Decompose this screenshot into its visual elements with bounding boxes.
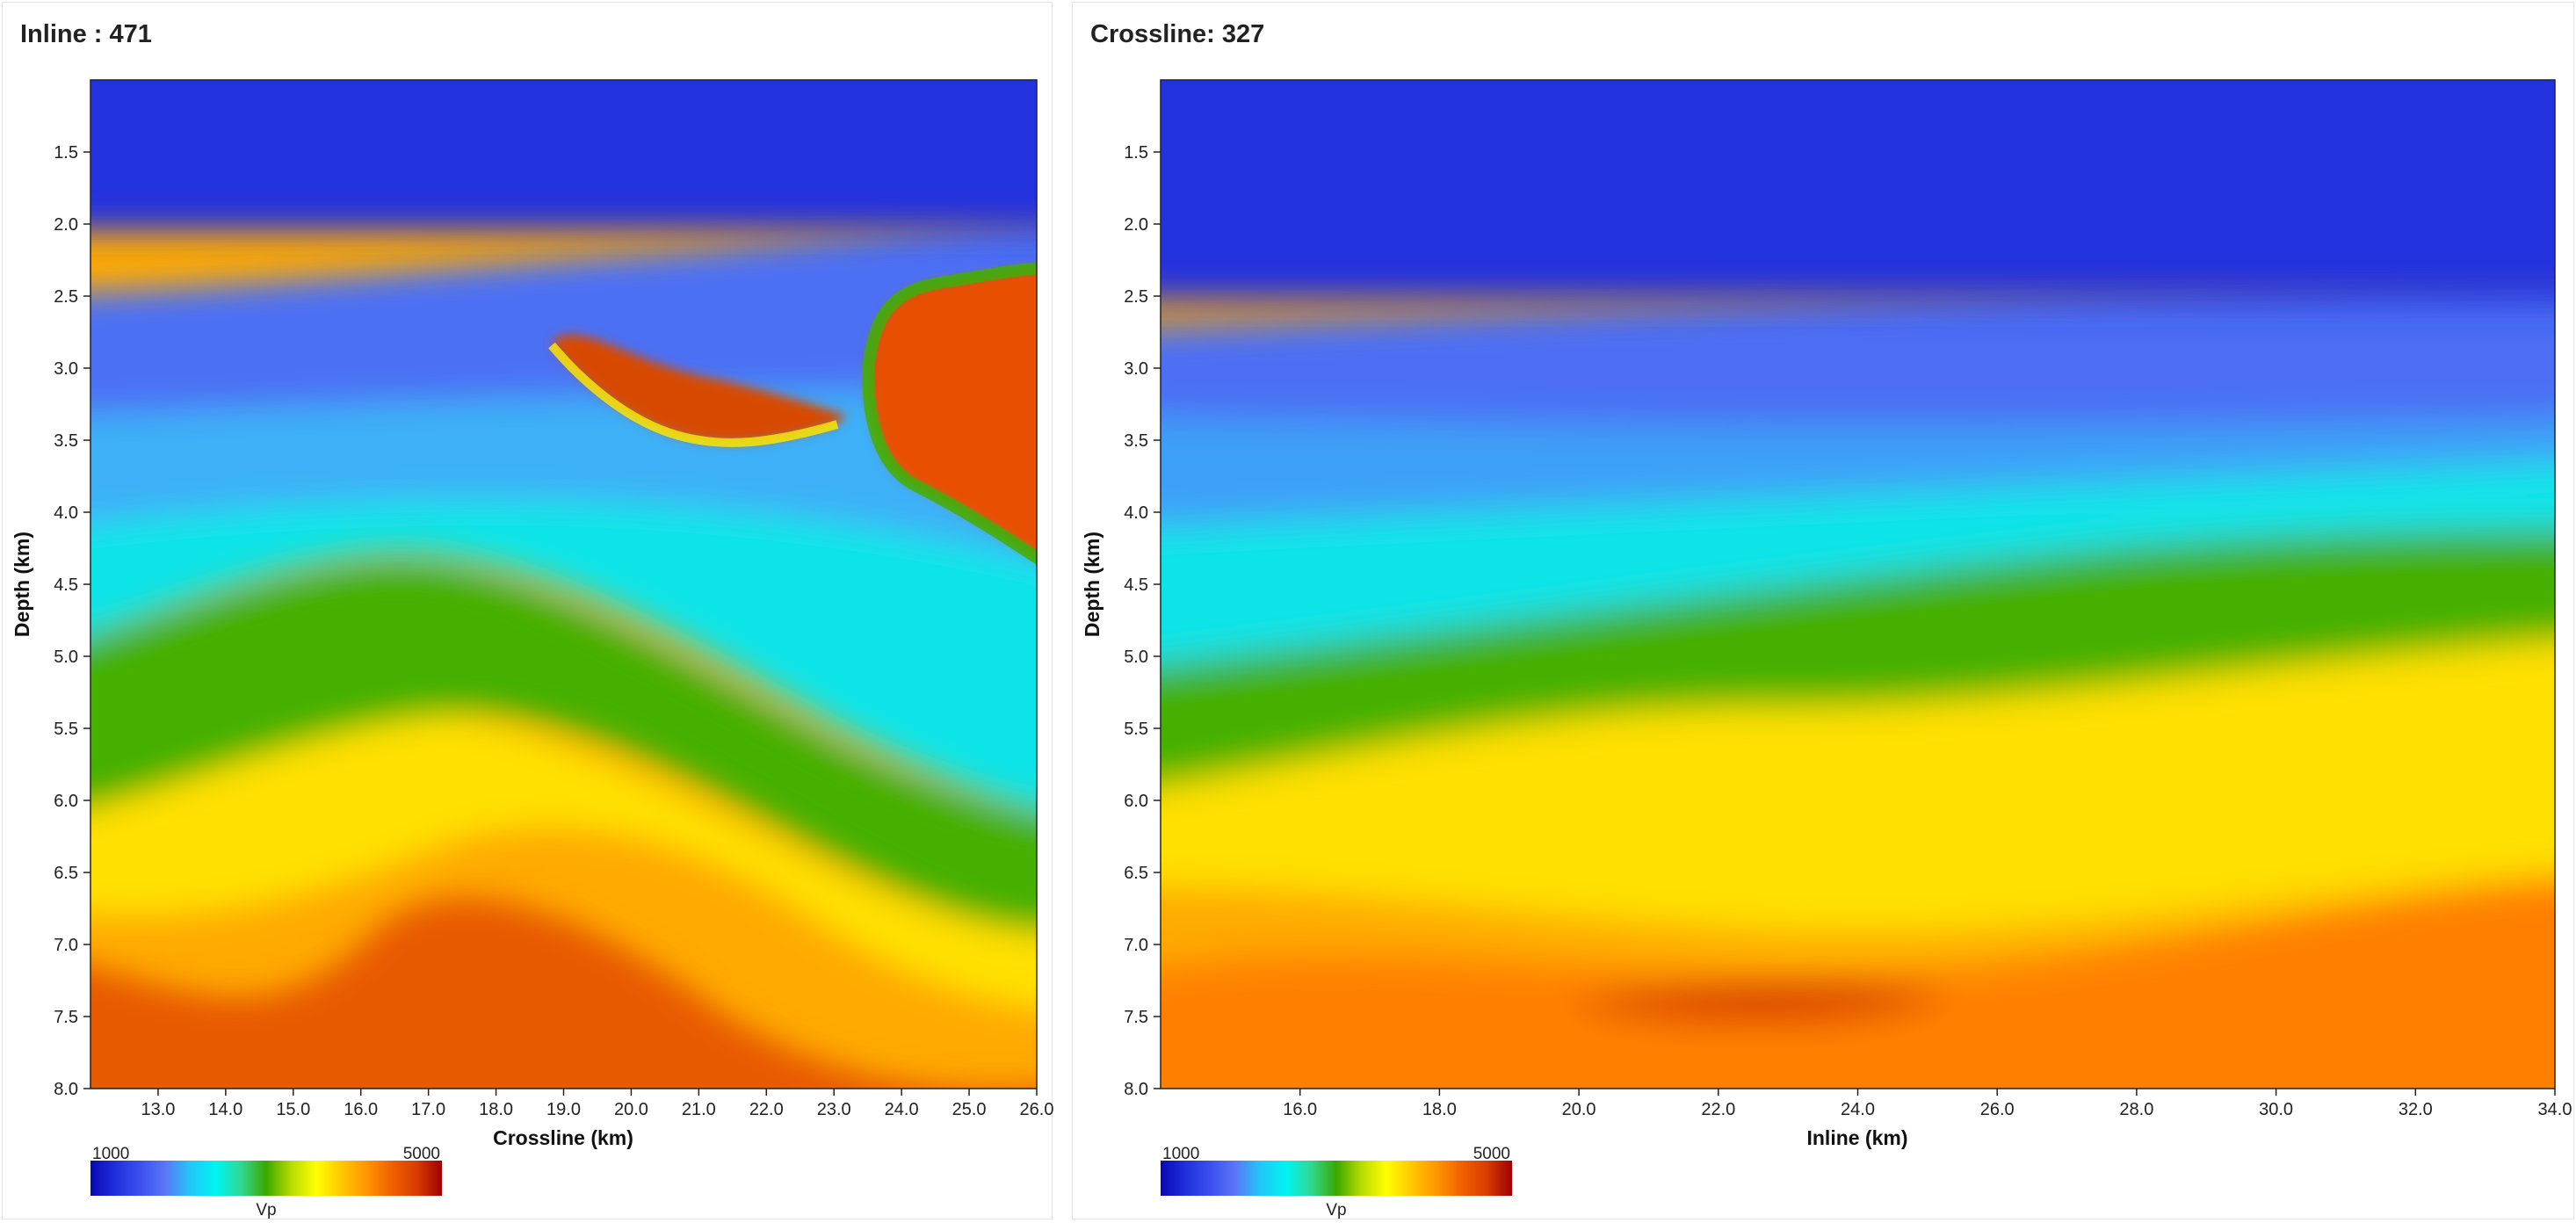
- x-tick-label: 22.0: [749, 1100, 784, 1119]
- colorbar-min-label: 1000: [1162, 1145, 1199, 1163]
- x-tick-label: 32.0: [2399, 1100, 2433, 1119]
- y-tick-label: 3.0: [1124, 359, 1148, 379]
- y-tick-label: 7.0: [54, 936, 78, 955]
- x-tick-label: 24.0: [885, 1100, 919, 1119]
- velocity-field: [1161, 80, 2555, 1089]
- y-tick-label: 3.0: [54, 359, 78, 379]
- crossline-axes: 1.5 2.0 2.5 3.0 3.5 4.0 4.5 5.0 5.5 6.0 6.5 7.0 7.5 8…: [1124, 143, 2572, 1119]
- crossline-chart[interactable]: 1.5 2.0 2.5 3.0 3.5 4.0 4.5 5.0 5.5 6.0 6.5 7.0 7.5 8…: [1073, 3, 2575, 1220]
- inline-chart[interactable]: 1.5 2.0 2.5 3.0 3.5 4.0 4.5 5.0 5.5 6.0 6.5 7.0 7.5 8…: [3, 3, 1053, 1220]
- x-tick-label: 30.0: [2259, 1100, 2293, 1119]
- x-tick-label: 19.0: [546, 1100, 581, 1119]
- y-axis-title: Depth (km): [1081, 532, 1103, 637]
- x-axis-title: Crossline (km): [493, 1126, 633, 1149]
- panel-title: Inline : 471: [20, 20, 152, 48]
- y-tick-label: 7.5: [1124, 1008, 1148, 1027]
- x-tick-label: 25.0: [952, 1100, 987, 1119]
- y-tick-label: 7.5: [54, 1008, 78, 1027]
- y-tick-label: 4.5: [1124, 575, 1148, 595]
- x-tick-label: 24.0: [1841, 1100, 1875, 1119]
- y-tick-label: 1.5: [54, 143, 78, 163]
- y-tick-label: 2.0: [1124, 215, 1148, 235]
- y-tick-label: 3.5: [1124, 431, 1148, 451]
- x-tick-label: 20.0: [1562, 1100, 1596, 1119]
- colorbar-min-label: 1000: [92, 1145, 129, 1163]
- x-tick-label: 13.0: [141, 1100, 175, 1119]
- colorbar: 1000 5000 Vp: [1161, 1145, 1512, 1219]
- y-tick-label: 7.0: [1124, 936, 1148, 955]
- inline-panel: Inline : 471: [2, 2, 1053, 1219]
- x-tick-label: 34.0: [2538, 1100, 2572, 1119]
- x-tick-label: 28.0: [2119, 1100, 2153, 1119]
- y-tick-label: 6.5: [54, 864, 78, 883]
- x-tick-label: 18.0: [1422, 1100, 1457, 1119]
- x-tick-label: 22.0: [1701, 1100, 1735, 1119]
- y-tick-label: 8.0: [1124, 1080, 1148, 1099]
- x-tick-label: 17.0: [411, 1100, 445, 1119]
- inline-axes: 1.5 2.0 2.5 3.0 3.5 4.0 4.5 5.0 5.5 6.0 6.5 7.0 7.5 8…: [54, 143, 1053, 1119]
- colorbar-title: Vp: [1326, 1201, 1346, 1219]
- y-tick-label: 1.5: [1124, 143, 1148, 163]
- x-tick-label: 15.0: [276, 1100, 310, 1119]
- y-tick-label: 5.0: [1124, 648, 1148, 667]
- y-axis-title: Depth (km): [11, 532, 33, 637]
- crossline-panel: Crossline: 327 1.5 2.0 2.5 3.0 3.5 4.0 4.5 5.0 5…: [1072, 2, 2574, 1219]
- x-tick-label: 18.0: [479, 1100, 513, 1119]
- y-tick-label: 4.0: [54, 503, 78, 523]
- panel-title: Crossline: 327: [1090, 20, 1265, 48]
- y-tick-label: 4.0: [1124, 503, 1148, 523]
- y-tick-label: 6.5: [1124, 864, 1148, 883]
- y-tick-label: 5.5: [1124, 720, 1148, 739]
- colorbar: 1000 5000 Vp: [90, 1145, 442, 1219]
- colorbar-title: Vp: [256, 1201, 276, 1219]
- y-tick-label: 6.0: [54, 792, 78, 811]
- x-tick-label: 23.0: [817, 1100, 851, 1119]
- x-tick-label: 21.0: [682, 1100, 716, 1119]
- y-tick-label: 8.0: [54, 1080, 78, 1099]
- x-axis-title: Inline (km): [1806, 1126, 1907, 1149]
- colorbar-max-label: 5000: [1473, 1145, 1510, 1163]
- y-tick-label: 3.5: [54, 431, 78, 451]
- x-tick-label: 20.0: [614, 1100, 648, 1119]
- colorbar-max-label: 5000: [403, 1145, 440, 1163]
- x-tick-label: 26.0: [1020, 1100, 1053, 1119]
- y-tick-label: 4.5: [54, 575, 78, 595]
- y-tick-label: 2.0: [54, 215, 78, 235]
- x-tick-label: 14.0: [208, 1100, 242, 1119]
- x-tick-label: 26.0: [1980, 1100, 2015, 1119]
- velocity-field: [90, 80, 1037, 1089]
- x-tick-label: 16.0: [344, 1100, 378, 1119]
- y-tick-label: 5.0: [54, 648, 78, 667]
- x-tick-label: 16.0: [1283, 1100, 1317, 1119]
- y-tick-label: 5.5: [54, 720, 78, 739]
- y-tick-label: 6.0: [1124, 792, 1148, 811]
- y-tick-label: 2.5: [1124, 287, 1148, 307]
- y-tick-label: 2.5: [54, 287, 78, 307]
